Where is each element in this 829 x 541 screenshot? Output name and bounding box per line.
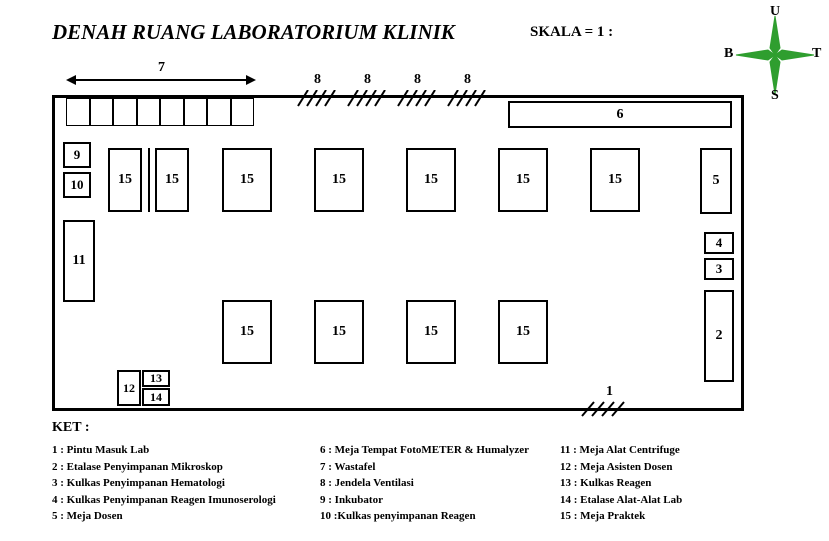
item-box-15: 15 — [498, 148, 548, 212]
legend-row: 2 : Etalase Penyimpanan Mikroskop — [52, 459, 276, 476]
item-box-2: 2 — [704, 290, 734, 382]
ket-label: KET : — [52, 420, 89, 436]
compass-e: T — [812, 46, 821, 62]
legend-row: 8 : Jendela Ventilasi — [320, 475, 529, 492]
item-box-15: 15 — [314, 300, 364, 364]
legend-row: 10 :Kulkas penyimpanan Reagen — [320, 508, 529, 525]
item-box-11: 11 — [63, 220, 95, 302]
room-outline — [52, 95, 744, 411]
legend-row: 1 : Pintu Masuk Lab — [52, 442, 276, 459]
item-box-4: 4 — [704, 232, 734, 254]
wastafel-cell — [66, 98, 90, 126]
wastafel-cell — [184, 98, 208, 126]
wastafel-cell — [90, 98, 114, 126]
compass-s: S — [771, 88, 779, 104]
item-box-5: 5 — [700, 148, 732, 214]
compass-n: U — [770, 4, 780, 20]
divider-line-icon — [147, 148, 151, 212]
item-box-13: 13 — [142, 370, 170, 387]
legend-row: 6 : Meja Tempat FotoMETER & Humalyzer — [320, 442, 529, 459]
label-8: 8 — [314, 72, 321, 88]
compass-w: B — [724, 46, 733, 62]
wastafel-cell — [231, 98, 255, 126]
ventilation-hatch-icon — [446, 90, 486, 108]
item-box-12: 12 — [117, 370, 141, 406]
ventilation-hatch-icon — [396, 90, 436, 108]
compass-icon — [730, 10, 820, 100]
label-1: 1 — [606, 384, 613, 400]
item-box-6: 6 — [508, 101, 732, 128]
label-8: 8 — [364, 72, 371, 88]
legend-row: 13 : Kulkas Reagen — [560, 475, 682, 492]
legend-column: 6 : Meja Tempat FotoMETER & Humalyzer7 :… — [320, 442, 529, 525]
item-box-15: 15 — [406, 148, 456, 212]
legend-row: 14 : Etalase Alat-Alat Lab — [560, 492, 682, 509]
item-box-15: 15 — [314, 148, 364, 212]
item-box-15: 15 — [108, 148, 142, 212]
wastafel-cell — [160, 98, 184, 126]
page-title: DENAH RUANG LABORATORIUM KLINIK — [52, 20, 455, 45]
legend-row: 7 : Wastafel — [320, 459, 529, 476]
scale-label: SKALA = 1 : — [530, 24, 613, 41]
legend-row: 12 : Meja Asisten Dosen — [560, 459, 682, 476]
item-box-15: 15 — [155, 148, 189, 212]
item-box-3: 3 — [704, 258, 734, 280]
ventilation-hatch-icon — [296, 90, 336, 108]
wastafel-cell — [137, 98, 161, 126]
legend-row: 9 : Inkubator — [320, 492, 529, 509]
entrance-hatch-icon — [580, 400, 630, 418]
legend-row: 15 : Meja Praktek — [560, 508, 682, 525]
item-box-15: 15 — [498, 300, 548, 364]
item-box-9: 9 — [63, 142, 91, 168]
item-box-15: 15 — [222, 300, 272, 364]
wastafel-cell — [207, 98, 231, 126]
item-box-15: 15 — [590, 148, 640, 212]
item-box-10: 10 — [63, 172, 91, 198]
legend-row: 4 : Kulkas Penyimpanan Reagen Imunoserol… — [52, 492, 276, 509]
item-box-15: 15 — [222, 148, 272, 212]
ventilation-hatch-icon — [346, 90, 386, 108]
label-7: 7 — [158, 60, 165, 76]
legend-row: 5 : Meja Dosen — [52, 508, 276, 525]
legend-row: 11 : Meja Alat Centrifuge — [560, 442, 682, 459]
label-8: 8 — [464, 72, 471, 88]
label-8: 8 — [414, 72, 421, 88]
item-box-14: 14 — [142, 388, 170, 406]
item-box-15: 15 — [406, 300, 456, 364]
legend-row: 3 : Kulkas Penyimpanan Hematologi — [52, 475, 276, 492]
wastafel-cell — [113, 98, 137, 126]
legend-column: 1 : Pintu Masuk Lab2 : Etalase Penyimpan… — [52, 442, 276, 525]
legend-column: 11 : Meja Alat Centrifuge12 : Meja Asist… — [560, 442, 682, 525]
